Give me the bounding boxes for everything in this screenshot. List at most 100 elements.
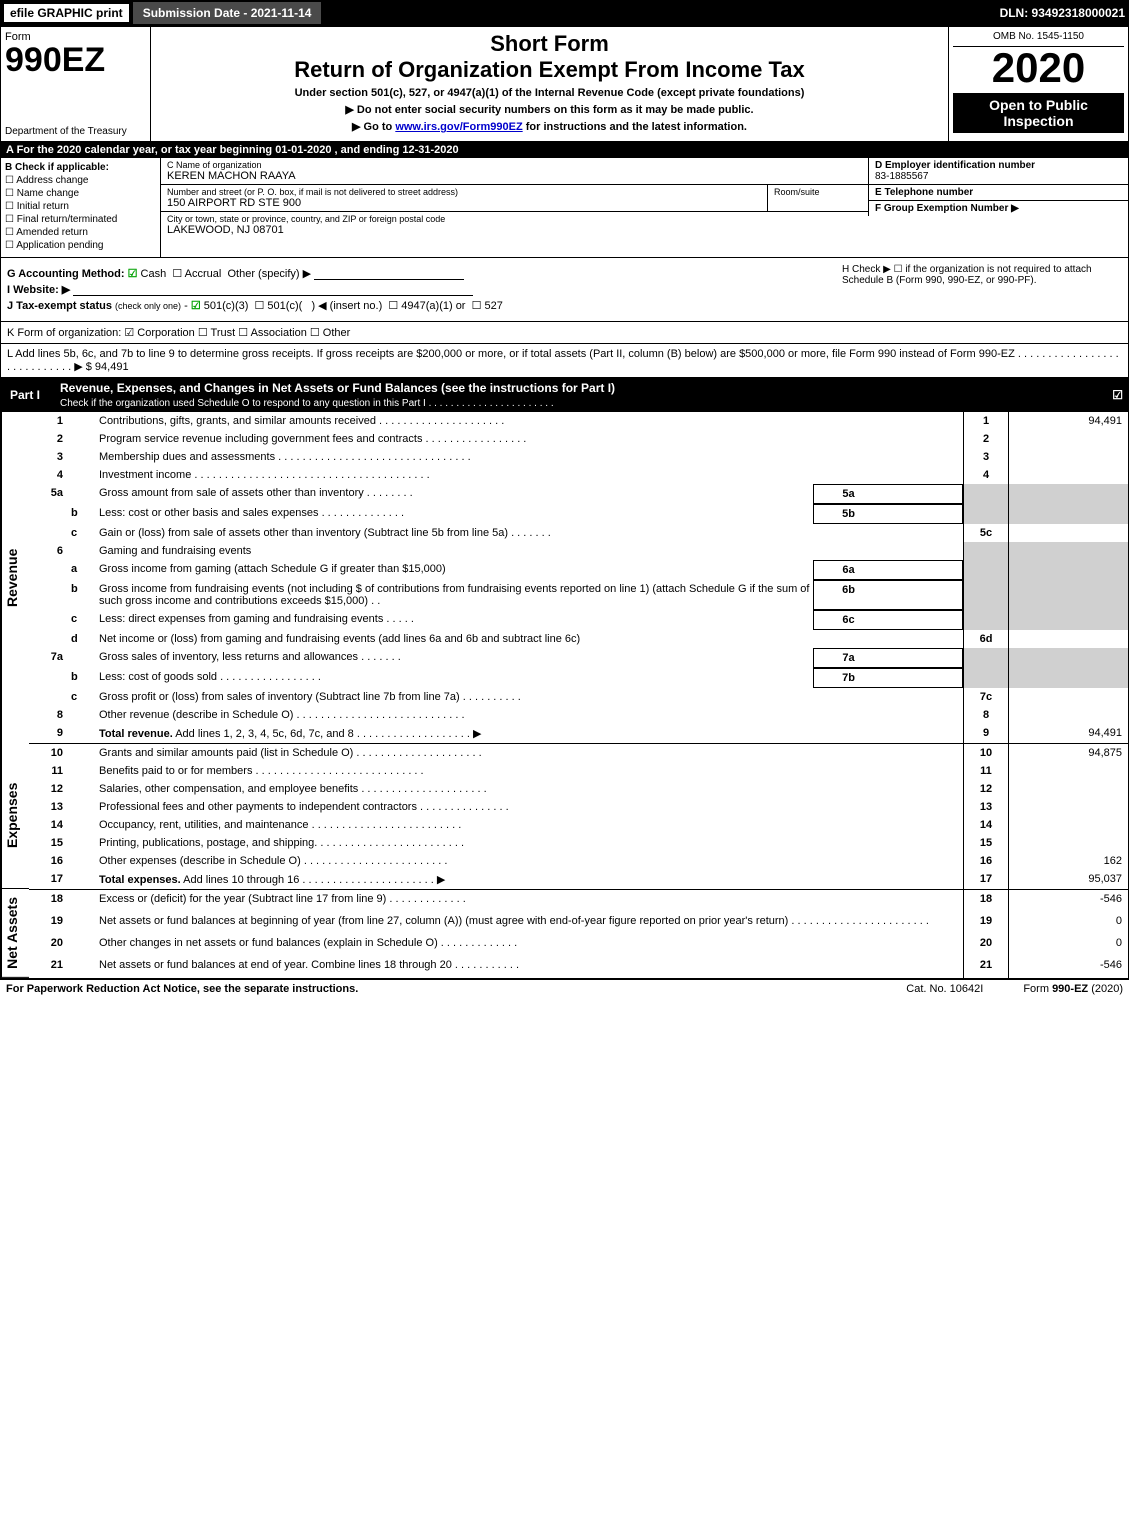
line-j: J Tax-exempt status (check only one) - ☑… <box>7 299 838 312</box>
col-num: 11 <box>963 762 1008 780</box>
col-num: 13 <box>963 798 1008 816</box>
chk-label: Application pending <box>16 240 103 251</box>
line-sub: d <box>69 630 97 648</box>
mini-val <box>883 610 963 630</box>
g-other-input[interactable] <box>314 279 464 280</box>
footer-bar: For Paperwork Reduction Act Notice, see … <box>0 979 1129 998</box>
col-num: 18 <box>963 889 1008 912</box>
open-public-badge: Open to Public Inspection <box>953 93 1124 133</box>
chk-final-return[interactable]: ☐ Final return/terminated <box>5 214 156 225</box>
mini-val <box>883 560 963 580</box>
amount <box>1008 706 1128 724</box>
g-accrual[interactable]: Accrual <box>185 268 222 280</box>
form-id-block: Form 990EZ Department of the Treasury <box>1 27 151 141</box>
amount: -546 <box>1008 956 1128 978</box>
mini-val <box>883 648 963 668</box>
chk-application-pending[interactable]: ☐ Application pending <box>5 240 156 251</box>
g-cash[interactable]: Cash <box>141 268 167 280</box>
part-subtitle: Check if the organization used Schedule … <box>60 398 554 409</box>
amount <box>1008 816 1128 834</box>
line-sub: b <box>69 504 97 524</box>
mini-val <box>883 484 963 504</box>
col-num: 21 <box>963 956 1008 978</box>
website-input[interactable] <box>73 295 473 296</box>
form-number: 990EZ <box>5 43 146 77</box>
chk-amended-return[interactable]: ☐ Amended return <box>5 227 156 238</box>
section-gj: G Accounting Method: ☑ Cash ☐ Accrual Ot… <box>0 258 1129 322</box>
entity-block: B Check if applicable: ☐ Address change … <box>0 158 1129 258</box>
col-num: 9 <box>963 724 1008 743</box>
line-num: 3 <box>29 448 69 466</box>
line-desc: Other expenses (describe in Schedule O) … <box>97 852 963 870</box>
goto-line: ▶ Go to www.irs.gov/Form990EZ for instru… <box>159 120 940 133</box>
id-numbers-column: D Employer identification number 83-1885… <box>868 158 1128 257</box>
amount <box>1008 780 1128 798</box>
line-i: I Website: ▶ <box>7 283 838 296</box>
col-num: 2 <box>963 430 1008 448</box>
mini-num: 6a <box>813 560 883 580</box>
amount <box>1008 430 1128 448</box>
chk-label: Name change <box>17 188 79 199</box>
line-desc: Net income or (loss) from gaming and fun… <box>97 630 963 648</box>
line-g: G Accounting Method: ☑ Cash ☐ Accrual Ot… <box>7 267 838 280</box>
line-desc: Other revenue (describe in Schedule O) .… <box>97 706 963 724</box>
telephone-cell: E Telephone number <box>868 185 1128 201</box>
irs-link[interactable]: www.irs.gov/Form990EZ <box>395 121 522 133</box>
chk-name-change[interactable]: ☐ Name change <box>5 188 156 199</box>
amount <box>1008 448 1128 466</box>
amount <box>1008 466 1128 484</box>
line-l: L Add lines 5b, 6c, and 7b to line 9 to … <box>0 344 1129 378</box>
line-k: K Form of organization: ☑ Corporation ☐ … <box>0 322 1129 344</box>
col-num: 12 <box>963 780 1008 798</box>
ein-label: D Employer identification number <box>875 160 1122 171</box>
mini-num: 6c <box>813 610 883 630</box>
efile-badge[interactable]: efile GRAPHIC print <box>4 4 129 22</box>
i-label: I Website: ▶ <box>7 284 70 296</box>
main-title: Return of Organization Exempt From Incom… <box>159 57 940 83</box>
line-num: 5a <box>29 484 69 504</box>
net-assets-side-label: Net Assets <box>1 889 29 978</box>
line-desc: Occupancy, rent, utilities, and maintena… <box>97 816 963 834</box>
line-num: 16 <box>29 852 69 870</box>
amount: 162 <box>1008 852 1128 870</box>
line-num: 17 <box>29 870 69 889</box>
line-num: 9 <box>29 724 69 743</box>
org-info-column: C Name of organization KEREN MACHON RAAY… <box>161 158 868 257</box>
line-desc: Gross income from gaming (attach Schedul… <box>97 560 813 580</box>
col-num: 16 <box>963 852 1008 870</box>
col-num-shade <box>963 504 1008 524</box>
amount-shade <box>1008 648 1128 668</box>
g-other[interactable]: Other (specify) ▶ <box>227 268 311 280</box>
line-num: 12 <box>29 780 69 798</box>
line-num: 1 <box>29 412 69 430</box>
amount <box>1008 630 1128 648</box>
line-num: 19 <box>29 912 69 934</box>
amount: 0 <box>1008 912 1128 934</box>
line-desc: Printing, publications, postage, and shi… <box>97 834 963 852</box>
street-cell: Number and street (or P. O. box, if mail… <box>161 185 768 211</box>
mini-num: 5b <box>813 504 883 524</box>
form-header: Form 990EZ Department of the Treasury Sh… <box>0 26 1129 142</box>
line-sub: c <box>69 688 97 706</box>
line-desc: Less: cost of goods sold . . . . . . . .… <box>97 668 813 688</box>
line-desc: Gain or (loss) from sale of assets other… <box>97 524 963 542</box>
mini-val <box>883 580 963 610</box>
line-desc: Program service revenue including govern… <box>97 430 963 448</box>
org-name-cell: C Name of organization KEREN MACHON RAAY… <box>161 158 868 185</box>
line-desc: Less: direct expenses from gaming and fu… <box>97 610 813 630</box>
addr-row: Number and street (or P. O. box, if mail… <box>161 185 868 212</box>
chk-initial-return[interactable]: ☐ Initial return <box>5 201 156 212</box>
chk-label: Final return/terminated <box>17 214 118 225</box>
amount: 94,875 <box>1008 743 1128 762</box>
expenses-side-label: Expenses <box>1 743 29 889</box>
chk-address-change[interactable]: ☐ Address change <box>5 175 156 186</box>
col-num: 8 <box>963 706 1008 724</box>
checkbox-column: B Check if applicable: ☐ Address change … <box>1 158 161 257</box>
line-num: 20 <box>29 934 69 956</box>
telephone-label: E Telephone number <box>875 187 1122 198</box>
street-label: Number and street (or P. O. box, if mail… <box>167 187 761 197</box>
mini-num: 6b <box>813 580 883 610</box>
line-num: 4 <box>29 466 69 484</box>
tax-year: 2020 <box>953 47 1124 89</box>
dln: DLN: 93492318000021 <box>1000 6 1125 20</box>
